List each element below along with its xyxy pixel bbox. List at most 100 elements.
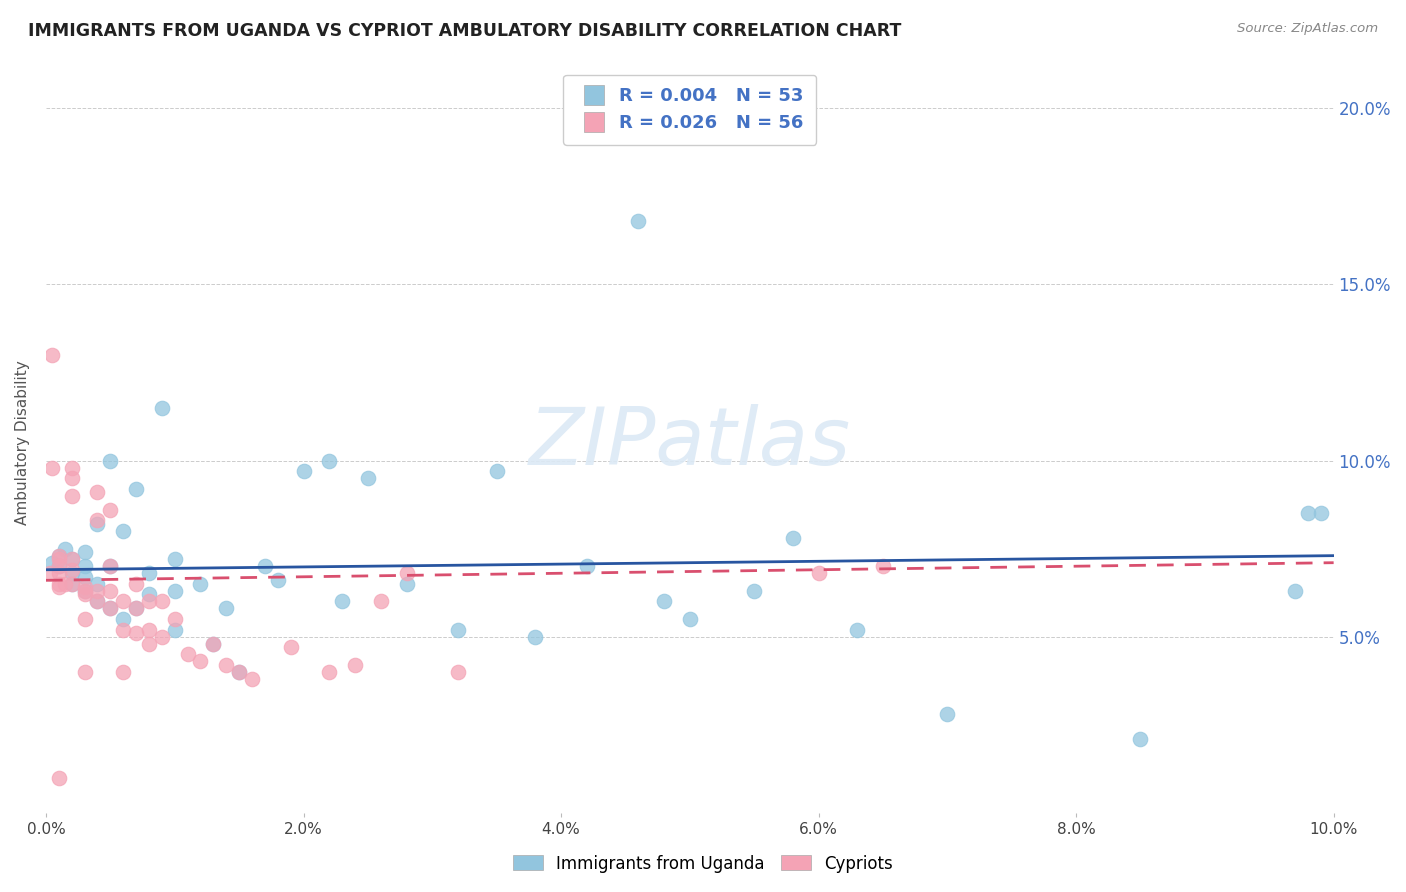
Point — [228, 665, 250, 679]
Point — [150, 594, 173, 608]
Point — [292, 464, 315, 478]
Point — [370, 594, 392, 608]
Point — [48, 559, 70, 574]
Point — [48, 771, 70, 785]
Point — [357, 471, 380, 485]
Point — [73, 583, 96, 598]
Point — [202, 637, 225, 651]
Point — [86, 583, 108, 598]
Y-axis label: Ambulatory Disability: Ambulatory Disability — [15, 360, 30, 525]
Point — [53, 541, 76, 556]
Text: ZIPatlas: ZIPatlas — [529, 404, 851, 482]
Point — [86, 594, 108, 608]
Point — [41, 348, 63, 362]
Point — [447, 623, 470, 637]
Point — [627, 214, 650, 228]
Point — [98, 583, 121, 598]
Point — [138, 587, 160, 601]
Point — [846, 623, 869, 637]
Point — [48, 566, 70, 581]
Point — [202, 637, 225, 651]
Point — [228, 665, 250, 679]
Point — [86, 577, 108, 591]
Point — [73, 570, 96, 584]
Point — [138, 566, 160, 581]
Point — [215, 657, 238, 672]
Point — [1296, 507, 1319, 521]
Text: Source: ZipAtlas.com: Source: ZipAtlas.com — [1237, 22, 1378, 36]
Point — [652, 594, 675, 608]
Point — [163, 583, 186, 598]
Point — [73, 612, 96, 626]
Point — [742, 583, 765, 598]
Point — [318, 453, 340, 467]
Point — [98, 601, 121, 615]
Point — [163, 552, 186, 566]
Point — [240, 672, 263, 686]
Point — [782, 531, 804, 545]
Point — [98, 503, 121, 517]
Point — [86, 513, 108, 527]
Legend: Immigrants from Uganda, Cypriots: Immigrants from Uganda, Cypriots — [506, 848, 900, 880]
Point — [112, 623, 135, 637]
Point — [60, 552, 83, 566]
Point — [318, 665, 340, 679]
Point — [48, 559, 70, 574]
Point — [1129, 731, 1152, 746]
Point — [60, 489, 83, 503]
Text: IMMIGRANTS FROM UGANDA VS CYPRIOT AMBULATORY DISABILITY CORRELATION CHART: IMMIGRANTS FROM UGANDA VS CYPRIOT AMBULA… — [28, 22, 901, 40]
Point — [395, 566, 418, 581]
Point — [53, 577, 76, 591]
Point — [60, 577, 83, 591]
Point — [41, 556, 63, 570]
Point — [524, 630, 547, 644]
Point — [163, 612, 186, 626]
Point — [48, 549, 70, 563]
Point — [48, 577, 70, 591]
Point — [73, 583, 96, 598]
Point — [125, 626, 148, 640]
Point — [73, 587, 96, 601]
Point — [163, 623, 186, 637]
Point — [112, 612, 135, 626]
Point — [125, 601, 148, 615]
Point — [125, 482, 148, 496]
Point — [60, 471, 83, 485]
Point — [190, 654, 212, 668]
Point — [176, 648, 198, 662]
Point — [60, 577, 83, 591]
Point — [41, 460, 63, 475]
Point — [60, 460, 83, 475]
Point — [73, 545, 96, 559]
Point — [125, 601, 148, 615]
Point — [267, 574, 290, 588]
Point — [679, 612, 702, 626]
Point — [60, 566, 83, 581]
Point — [872, 559, 894, 574]
Point — [48, 552, 70, 566]
Point — [73, 580, 96, 594]
Point — [112, 524, 135, 538]
Point — [60, 563, 83, 577]
Legend: R = 0.004   N = 53, R = 0.026   N = 56: R = 0.004 N = 53, R = 0.026 N = 56 — [564, 75, 817, 145]
Point — [112, 665, 135, 679]
Point — [447, 665, 470, 679]
Point — [150, 630, 173, 644]
Point — [48, 580, 70, 594]
Point — [73, 665, 96, 679]
Point — [1284, 583, 1306, 598]
Point — [215, 601, 238, 615]
Point — [86, 594, 108, 608]
Point — [330, 594, 353, 608]
Point — [86, 516, 108, 531]
Point — [138, 623, 160, 637]
Point — [395, 577, 418, 591]
Point — [86, 485, 108, 500]
Point — [807, 566, 830, 581]
Point — [253, 559, 276, 574]
Point — [38, 566, 60, 581]
Point — [98, 601, 121, 615]
Point — [1309, 507, 1331, 521]
Point — [150, 401, 173, 415]
Point — [138, 594, 160, 608]
